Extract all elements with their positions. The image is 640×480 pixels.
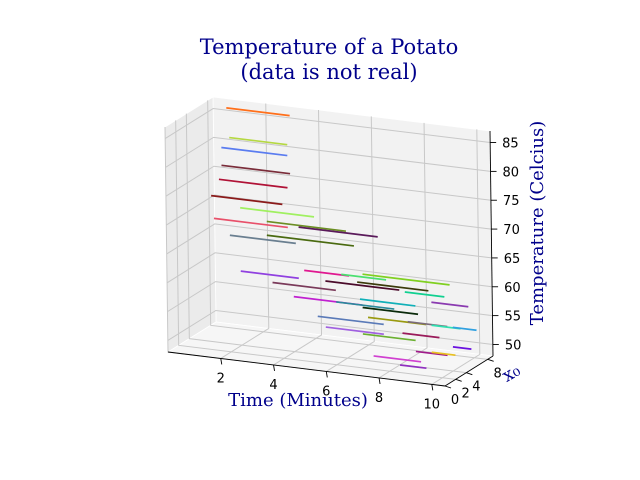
y-grid-line <box>175 120 456 380</box>
z-grid-line <box>165 136 491 172</box>
y-grid-line <box>185 113 467 374</box>
x-tick-mark <box>220 358 223 365</box>
x-tick-mark <box>431 384 434 391</box>
series-line <box>373 355 422 363</box>
x-tick-mark <box>325 371 328 378</box>
series-line <box>362 273 450 286</box>
axis-panes <box>164 96 495 387</box>
y-tick-label: 0 <box>451 393 459 408</box>
x-tick-mark <box>273 364 275 372</box>
z-tick-label: 70 <box>503 223 520 238</box>
x-tick-label: 2 <box>217 371 225 386</box>
series-line <box>229 136 288 146</box>
x-grid-line <box>378 122 428 379</box>
series-line <box>240 206 315 218</box>
x-axis-label: Time (Minutes) <box>228 390 368 411</box>
x-tick-label: 10 <box>424 397 441 412</box>
series-line <box>431 301 469 308</box>
series-line <box>325 326 384 336</box>
series-line <box>317 315 384 326</box>
series-line <box>452 346 472 350</box>
series-line <box>404 291 445 298</box>
y-tick-mark <box>466 372 473 376</box>
series-line <box>325 280 400 291</box>
z-tick-label: 85 <box>502 137 519 152</box>
y-tick-label: 4 <box>472 380 480 395</box>
z-tick-label: 55 <box>504 310 521 325</box>
series-line <box>213 217 288 229</box>
series-line <box>362 306 419 316</box>
series-line <box>359 298 416 307</box>
chart-title-line-2: (data is not real) <box>240 60 417 84</box>
series-line <box>362 333 416 342</box>
z-grid-line <box>165 165 491 201</box>
x-tick-label: 8 <box>375 391 383 406</box>
series-line <box>336 301 395 310</box>
series-line <box>266 220 347 233</box>
z-axis-line <box>489 130 494 357</box>
series-line <box>341 273 387 281</box>
y-axis-line <box>444 355 494 387</box>
data-series <box>211 107 477 370</box>
y-grid-line <box>207 100 488 360</box>
x-tick-label: 6 <box>322 384 330 399</box>
y-tick-label: 2 <box>462 386 470 401</box>
x-tick-label: 4 <box>269 378 277 393</box>
z-grid-line <box>166 194 492 230</box>
y-tick-mark <box>455 378 462 382</box>
x-axis-line <box>167 351 446 387</box>
series-line <box>226 107 290 117</box>
z-tick-label: 80 <box>503 165 520 180</box>
z-grid-line <box>164 108 491 144</box>
z-grid-line <box>166 252 493 288</box>
z-axis-label: Temperature (Celcius) <box>527 121 548 326</box>
series-line <box>431 351 456 357</box>
z-tick-label: 65 <box>504 252 521 267</box>
x-tick-mark <box>378 377 381 384</box>
series-line <box>218 178 288 189</box>
y-axis-label: x₀ <box>498 360 524 387</box>
series-line <box>229 234 296 245</box>
y-tick-mark <box>487 358 494 362</box>
z-grid-line <box>166 223 492 259</box>
series-line <box>357 281 429 292</box>
series-line <box>402 332 440 339</box>
series-line <box>415 350 448 357</box>
chart-title-line-1: Temperature of a Potato <box>200 35 459 59</box>
series-line <box>298 226 378 238</box>
series-line <box>221 146 288 157</box>
z-tick-label: 60 <box>504 281 521 296</box>
back-pane <box>212 96 494 357</box>
x-grid-line <box>220 103 270 359</box>
y-tick-mark <box>444 385 452 389</box>
series-line <box>452 326 477 332</box>
series-line <box>211 194 283 206</box>
z-grid-line <box>167 309 493 345</box>
x-grid-line <box>326 116 375 372</box>
series-line <box>221 164 291 175</box>
series-line <box>240 270 299 280</box>
z-tick-label: 75 <box>503 194 520 209</box>
series-line <box>266 234 355 247</box>
x-grid-line <box>431 129 481 385</box>
z-tick-label: 50 <box>505 338 522 353</box>
x-grid-line <box>273 109 323 366</box>
axis-edges <box>167 130 494 387</box>
y-tick-label: 8 <box>494 366 502 381</box>
series-line <box>399 364 427 370</box>
series-line <box>272 281 336 292</box>
